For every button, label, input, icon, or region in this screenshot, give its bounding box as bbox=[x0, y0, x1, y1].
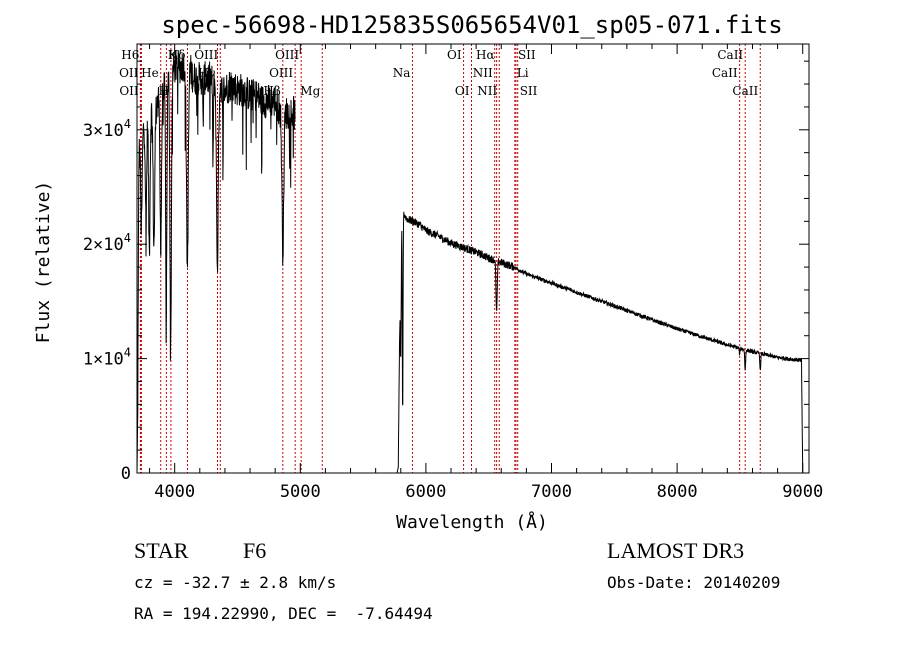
x-tick-label-4: 8000 bbox=[657, 482, 698, 502]
x-tick-label-3: 7000 bbox=[531, 482, 572, 502]
y-tick-label-1: 1×104 bbox=[83, 346, 131, 370]
line-marker-label-12: Mg bbox=[300, 84, 320, 98]
line-marker-label-22: CaII bbox=[712, 66, 738, 80]
line-marker-label-13: Na bbox=[393, 66, 411, 80]
line-marker-label-0: H6 bbox=[121, 48, 139, 62]
line-marker-label-16: NII bbox=[473, 66, 493, 80]
coordinates: RA = 194.22990, DEC = -7.64494 bbox=[134, 604, 433, 623]
x-tick-label-1: 5000 bbox=[280, 482, 321, 502]
obs-date: Obs-Date: 20140209 bbox=[607, 573, 781, 592]
line-marker-label-3: He bbox=[141, 66, 159, 80]
line-marker-label-23: CaII bbox=[717, 48, 743, 62]
line-markers bbox=[139, 44, 761, 473]
line-marker-label-17: Hα bbox=[476, 48, 495, 62]
line-marker-label-20: SII bbox=[518, 48, 536, 62]
y-tick-label-2: 2×104 bbox=[83, 231, 131, 255]
line-marker-label-10: OIII bbox=[269, 66, 293, 80]
chart-title: spec-56698-HD125835S065654V01_sp05-071.f… bbox=[161, 11, 782, 39]
line-marker-label-1: OII bbox=[119, 66, 139, 80]
survey-label: LAMOST DR3 bbox=[607, 538, 745, 563]
spectral-subclass: F6 bbox=[243, 538, 267, 563]
y-tick-label-0: 0 bbox=[121, 464, 131, 484]
y-axis-ticks: 0 1×104 2×104 3×104 bbox=[83, 60, 809, 484]
line-marker-label-18: NII bbox=[477, 84, 497, 98]
spectrum-line bbox=[136, 49, 804, 474]
line-marker-label-7: OIII bbox=[194, 48, 218, 62]
x-axis-ticks: 4000 5000 6000 7000 8000 9000 bbox=[149, 44, 823, 502]
x-tick-label-5: 9000 bbox=[782, 482, 823, 502]
x-tick-label-0: 4000 bbox=[154, 482, 195, 502]
line-marker-label-14: OI bbox=[447, 48, 462, 62]
line-marker-label-6: Hδ bbox=[168, 48, 186, 62]
line-marker-label-15: OI bbox=[455, 84, 470, 98]
y-axis-title: Flux (relative) bbox=[33, 181, 54, 344]
x-tick-label-2: 6000 bbox=[405, 482, 446, 502]
line-marker-label-24: CaII bbox=[732, 84, 758, 98]
line-marker-label-11: OIII bbox=[275, 48, 299, 62]
line-marker-label-21: SII bbox=[520, 84, 538, 98]
object-class: STAR bbox=[134, 538, 189, 563]
line-marker-label-19: Li bbox=[517, 66, 529, 80]
line-marker-label-2: OII bbox=[119, 84, 139, 98]
redshift-readout: cz = -32.7 ± 2.8 km/s bbox=[134, 573, 337, 592]
plot-frame bbox=[136, 43, 810, 474]
y-tick-label-3: 3×104 bbox=[83, 117, 131, 141]
x-axis-title: Wavelength (Å) bbox=[396, 511, 548, 533]
